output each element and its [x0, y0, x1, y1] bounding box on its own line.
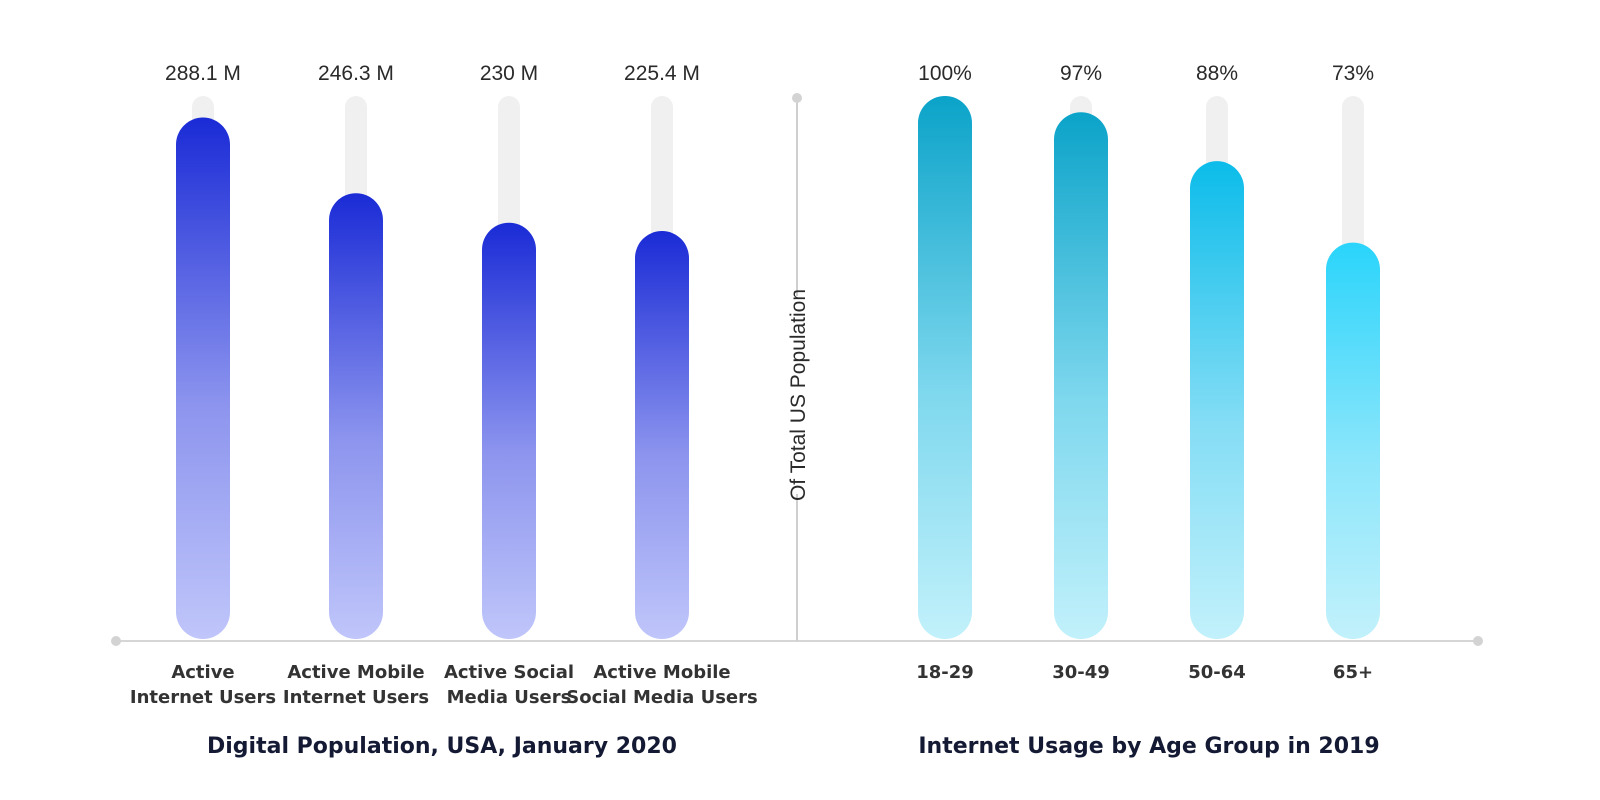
bar-age-group-3 [1326, 242, 1380, 640]
bar-age-group-1 [1054, 112, 1108, 640]
value-label: 230 M [480, 62, 538, 85]
category-label: 65+ [1333, 662, 1373, 683]
category-label: Active Mobile Social Media Users [566, 662, 757, 708]
value-label: 288.1 M [165, 62, 241, 85]
bar-digital-population-0 [176, 117, 230, 639]
bar-digital-population-2 [482, 222, 536, 639]
bar-digital-population-3 [635, 231, 689, 639]
category-label: Active Mobile Internet Users [283, 662, 429, 708]
value-label: 97% [1060, 62, 1102, 85]
axis-end-dot-left [111, 636, 121, 646]
category-label: Active Social Media Users [444, 662, 574, 708]
chart-title-left: Digital Population, USA, January 2020 [207, 734, 677, 759]
bar-digital-population-1 [329, 193, 383, 639]
value-label: 246.3 M [318, 62, 394, 85]
category-label: 18-29 [916, 662, 974, 683]
value-label: 225.4 M [624, 62, 700, 85]
category-label: 30-49 [1052, 662, 1110, 683]
divider-axis-dot [792, 93, 802, 103]
value-label: 88% [1196, 62, 1238, 85]
bar-age-group-0 [918, 96, 972, 639]
value-label: 100% [918, 62, 972, 85]
category-label: 50-64 [1188, 662, 1246, 683]
chart-title-right: Internet Usage by Age Group in 2019 [918, 734, 1379, 759]
value-label: 73% [1332, 62, 1374, 85]
axis-end-dot-right [1473, 636, 1483, 646]
bar-age-group-2 [1190, 161, 1244, 639]
axis-title-right-chart: Of Total US Population [787, 289, 810, 501]
category-label: Active Internet Users [130, 662, 276, 708]
